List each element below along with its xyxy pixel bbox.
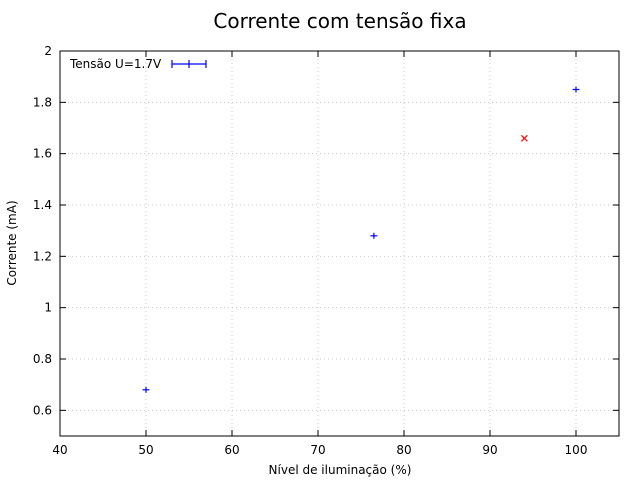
y-axis-label: Corrente (mA) xyxy=(5,200,19,285)
data-point xyxy=(370,232,378,239)
y-tick-label: 0.8 xyxy=(33,352,52,366)
plot-frame xyxy=(59,50,620,437)
grid xyxy=(60,51,619,436)
x-tick-label: 50 xyxy=(138,443,153,457)
x-tick-label: 40 xyxy=(52,443,67,457)
axis-ticks: 40 50 60 70 80 90 100 0.6 0.8 1 1.2 1.4 1.6 1.8 2 xyxy=(33,44,619,457)
data-point xyxy=(142,386,150,393)
outlier-mark xyxy=(520,134,528,142)
x-axis-label: Nível de iluminação (%) xyxy=(269,463,412,477)
x-tick-label: 80 xyxy=(396,443,411,457)
x-tick-label: 90 xyxy=(482,443,497,457)
y-tick-label: 1.2 xyxy=(33,249,52,263)
legend-label: Tensão U=1.7V xyxy=(69,57,162,71)
chart-title: Corrente com tensão fixa xyxy=(213,9,466,33)
data-point xyxy=(572,86,580,93)
y-tick-label: 0.6 xyxy=(33,403,52,417)
x-tick-label: 60 xyxy=(224,443,239,457)
legend: Tensão U=1.7V xyxy=(69,57,207,71)
x-tick-label: 100 xyxy=(565,443,588,457)
data-points xyxy=(142,86,580,393)
legend-marker xyxy=(171,60,207,68)
y-tick-label: 1.4 xyxy=(33,198,52,212)
y-tick-label: 1 xyxy=(44,301,52,315)
y-tick-label: 1.8 xyxy=(33,95,52,109)
x-tick-label: 70 xyxy=(310,443,325,457)
y-tick-label: 2 xyxy=(44,44,52,58)
y-tick-label: 1.6 xyxy=(33,147,52,161)
outlier-point xyxy=(520,134,528,142)
